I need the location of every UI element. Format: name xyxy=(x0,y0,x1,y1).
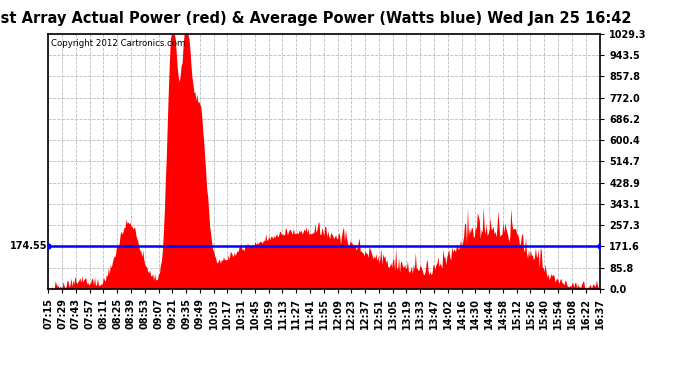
Text: 174.55: 174.55 xyxy=(10,240,48,250)
Text: West Array Actual Power (red) & Average Power (Watts blue) Wed Jan 25 16:42: West Array Actual Power (red) & Average … xyxy=(0,11,632,26)
Text: Copyright 2012 Cartronics.com: Copyright 2012 Cartronics.com xyxy=(51,39,186,48)
